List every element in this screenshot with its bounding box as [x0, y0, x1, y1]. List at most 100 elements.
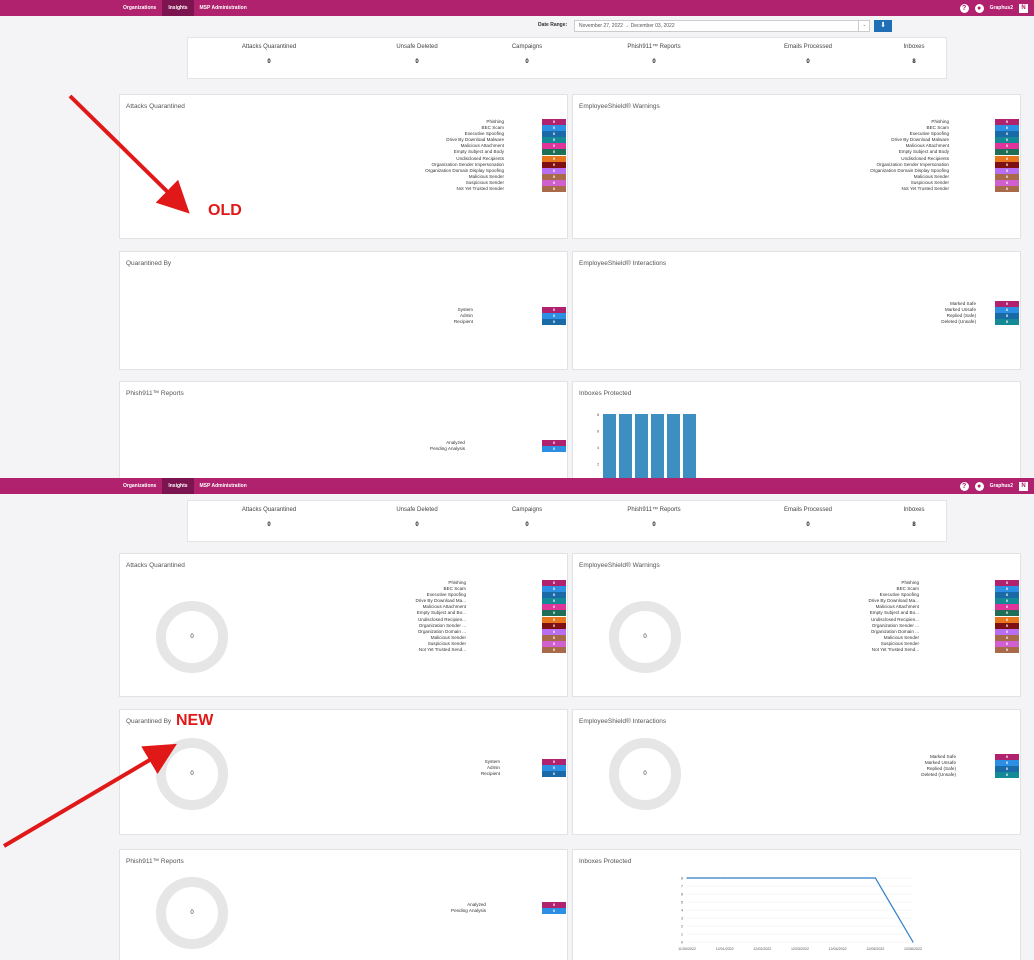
legend-item[interactable]: Malicious Sender 0	[849, 634, 1019, 641]
help-icon[interactable]: ?	[959, 481, 969, 491]
legend-item[interactable]: Suspicious Sender 0	[316, 179, 566, 186]
legend-item[interactable]: System 0	[416, 759, 566, 765]
legend-item[interactable]: Phishing 0	[316, 119, 566, 125]
legend-item[interactable]: Undisclosed Recipien... 0	[396, 616, 566, 623]
legend-item[interactable]: Marked Unsafe 0	[839, 760, 1019, 767]
legend-label: Organization Sender ...	[418, 622, 466, 628]
legend-item[interactable]: Organization Domain ... 0	[849, 628, 1019, 635]
legend-item[interactable]: Analyzed 0	[376, 440, 566, 446]
legend-item[interactable]: Organization Domain ... 0	[396, 628, 566, 635]
legend-label: BEC Scam	[481, 125, 504, 131]
legend-item[interactable]: Drive By Download Ma... 0	[849, 598, 1019, 605]
legend-item[interactable]: BEC Scam 0	[316, 125, 566, 132]
legend-item[interactable]: Admin 0	[416, 765, 566, 772]
legend-item[interactable]: Empty Subject and Body 0	[316, 149, 566, 156]
stat-unsafe-deleted: Unsafe Deleted 0	[396, 44, 438, 65]
tab-insights[interactable]: Insights	[162, 0, 194, 16]
tab-organizations[interactable]: Organizations	[123, 5, 157, 11]
legend-item[interactable]: Organization Domain Display Spoofing 0	[316, 167, 566, 174]
tab-msp-administration[interactable]: MSP Administration	[199, 483, 247, 489]
legend-item[interactable]: Not Yet Trusted Send... 0	[396, 647, 566, 654]
legend-item[interactable]: Not Yet Trusted Sender 0	[316, 186, 566, 193]
legend-item[interactable]: Phishing 0	[849, 580, 1019, 586]
card-title: EmployeeShield® Interactions	[579, 718, 667, 725]
legend-item[interactable]: Organization Sender ... 0	[396, 622, 566, 629]
legend-item[interactable]: Organization Domain Display Spoofing 0	[783, 167, 1019, 174]
legend-item[interactable]: Drive By Download Malware 0	[783, 137, 1019, 144]
legend-item[interactable]: BEC Scam 0	[783, 125, 1019, 132]
legend-item[interactable]: Marked Safe 0	[839, 754, 1019, 760]
old-dashboard: Organizations Insights MSP Administratio…	[0, 0, 1034, 478]
tab-insights[interactable]: Insights	[162, 478, 194, 494]
legend-item[interactable]: Organization Sender Impersonation 0	[783, 161, 1019, 168]
legend-item[interactable]: Deleted (Unsafe) 0	[839, 319, 1019, 326]
legend-item[interactable]: Analyzed 0	[376, 902, 566, 908]
legend-item[interactable]: Marked Unsafe 0	[839, 307, 1019, 314]
download-button[interactable]: ⬇	[874, 20, 892, 32]
legend-item[interactable]: Pending Analysis 0	[376, 908, 566, 915]
legend-item[interactable]: Empty Subject and Bo... 0	[396, 610, 566, 617]
y-tick-label: 1	[681, 933, 683, 937]
language-flag-icon[interactable]: N	[1019, 481, 1028, 491]
user-name[interactable]: Graphus2	[989, 5, 1013, 11]
legend-item[interactable]: Undisclosed Recipients 0	[316, 155, 566, 162]
chevron-down-icon[interactable]: ⌄	[858, 20, 870, 32]
legend-item[interactable]: Recipient 0	[416, 319, 566, 326]
legend-item[interactable]: Executive Spoofing 0	[316, 131, 566, 138]
legend-label: Suspicious Sender	[465, 179, 504, 185]
legend-item[interactable]: Recipient 0	[416, 771, 566, 778]
user-name[interactable]: Graphus2	[989, 483, 1013, 489]
legend-label: BEC Scam	[896, 586, 919, 592]
legend-item[interactable]: Drive By Download Malware 0	[316, 137, 566, 144]
interactions-donut-chart: 0	[609, 738, 681, 810]
help-icon[interactable]: ?	[959, 3, 969, 13]
threat-legend: Phishing 0 BEC Scam 0 Executive Spoofing 0 Dri…	[396, 580, 566, 654]
legend-item[interactable]: Malicious Attachment 0	[396, 604, 566, 611]
legend-item[interactable]: Pending Analysis 0	[376, 446, 566, 453]
legend-item[interactable]: Malicious Sender 0	[396, 634, 566, 641]
legend-label: Organization Domain ...	[870, 628, 919, 634]
legend-item[interactable]: Marked Safe 0	[839, 301, 1019, 307]
legend-item[interactable]: Executive Spoofing 0	[849, 592, 1019, 599]
legend-item[interactable]: Malicious Sender 0	[783, 173, 1019, 180]
legend-item[interactable]: Drive By Download Ma... 0	[396, 598, 566, 605]
legend-item[interactable]: BEC Scam 0	[396, 586, 566, 593]
legend-item[interactable]: Organization Sender Impersonation 0	[316, 161, 566, 168]
legend-item[interactable]: Organization Sender ... 0	[849, 622, 1019, 629]
legend-item[interactable]: Replied (Safe) 0	[839, 313, 1019, 320]
legend-item[interactable]: Admin 0	[416, 313, 566, 320]
legend-item[interactable]: Malicious Attachment 0	[783, 143, 1019, 150]
legend-item[interactable]: Not Yet Trusted Sender 0	[783, 186, 1019, 193]
top-nav-bar: Organizations Insights MSP Administratio…	[0, 0, 1034, 16]
legend-item[interactable]: Executive Spoofing 0	[396, 592, 566, 599]
legend-label: Organization Domain Display Spoofing	[425, 167, 504, 173]
legend-value-chip: 0	[995, 173, 1019, 180]
legend-item[interactable]: Undisclosed Recipients 0	[783, 155, 1019, 162]
legend-item[interactable]: Suspicious Sender 0	[849, 640, 1019, 647]
legend-item[interactable]: System 0	[416, 307, 566, 313]
user-icon[interactable]: ●	[974, 481, 984, 491]
legend-item[interactable]: Executive Spoofing 0	[783, 131, 1019, 138]
tab-msp-administration[interactable]: MSP Administration	[199, 5, 247, 11]
language-flag-icon[interactable]: N	[1019, 3, 1028, 13]
date-range-input[interactable]: November 27, 2022 → December 03, 2022	[574, 20, 870, 32]
legend-item[interactable]: BEC Scam 0	[849, 586, 1019, 593]
legend-item[interactable]: Malicious Sender 0	[316, 173, 566, 180]
legend-item[interactable]: Malicious Attachment 0	[849, 604, 1019, 611]
legend-item[interactable]: Phishing 0	[396, 580, 566, 586]
legend-item[interactable]: Replied (Safe) 0	[839, 766, 1019, 773]
legend-item[interactable]: Suspicious Sender 0	[396, 640, 566, 647]
legend-label: Empty Subject and Body	[898, 149, 949, 155]
legend-item[interactable]: Suspicious Sender 0	[783, 179, 1019, 186]
legend-item[interactable]: Not Yet Trusted Send... 0	[849, 647, 1019, 654]
legend-item[interactable]: Empty Subject and Bo... 0	[849, 610, 1019, 617]
tab-organizations[interactable]: Organizations	[123, 483, 157, 489]
legend-item[interactable]: Deleted (Unsafe) 0	[839, 772, 1019, 779]
legend-item[interactable]: Phishing 0	[783, 119, 1019, 125]
new-dashboard: Organizations Insights MSP Administratio…	[0, 478, 1034, 960]
legend-item[interactable]: Undisclosed Recipien... 0	[849, 616, 1019, 623]
legend-item[interactable]: Malicious Attachment 0	[316, 143, 566, 150]
stats-summary: Attacks Quarantined 0 Unsafe Deleted 0 Cam…	[187, 37, 947, 79]
user-icon[interactable]: ●	[974, 3, 984, 13]
legend-item[interactable]: Empty Subject and Body 0	[783, 149, 1019, 156]
